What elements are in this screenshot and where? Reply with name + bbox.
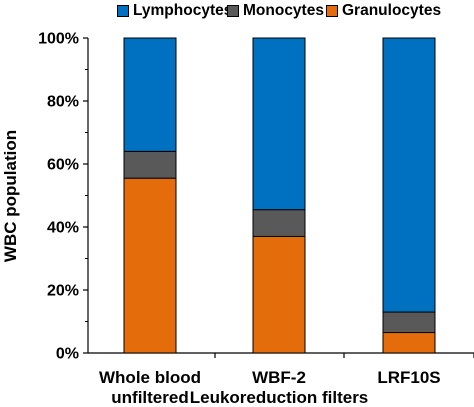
legend-item-lymphocytes: Lymphocytes	[117, 2, 232, 20]
bar-granulocytes	[382, 332, 436, 354]
bar-lymphocytes	[382, 37, 436, 313]
bar-monocytes	[123, 150, 177, 179]
bar-granulocytes	[252, 235, 306, 354]
y-tick-label: 80%	[47, 94, 79, 111]
legend-label: Granulocytes	[342, 2, 442, 19]
bar-granulocytes	[123, 177, 177, 354]
y-tick-label: 0%	[56, 346, 79, 363]
y-tick-label: 40%	[47, 220, 79, 237]
x-category-label: WBF-2	[252, 368, 306, 387]
y-tick-label: 20%	[47, 283, 79, 300]
bar-monocytes	[382, 311, 436, 334]
legend-swatch	[227, 5, 239, 17]
legend-item-monocytes: Monocytes	[227, 2, 324, 20]
legend: Lymphocytes Monocytes Granulocytes	[0, 2, 474, 24]
x-category-label: Whole blood	[99, 368, 201, 387]
legend-swatch	[326, 5, 338, 17]
y-axis-title: WBC population	[1, 130, 20, 262]
legend-label: Lymphocytes	[133, 2, 233, 19]
x-category-label: Leukoreduction filters	[190, 388, 369, 407]
y-tick-label: 60%	[47, 157, 79, 174]
legend-item-granulocytes: Granulocytes	[326, 2, 441, 20]
x-category-label: LRF10S	[377, 368, 440, 387]
bar-monocytes	[252, 209, 306, 237]
bar-lymphocytes	[252, 37, 306, 211]
legend-label: Monocytes	[243, 2, 324, 19]
x-category-label: unfiltered	[111, 388, 188, 407]
y-tick-label: 100%	[38, 31, 79, 48]
bar-lymphocytes	[123, 37, 177, 152]
legend-swatch	[117, 5, 129, 17]
